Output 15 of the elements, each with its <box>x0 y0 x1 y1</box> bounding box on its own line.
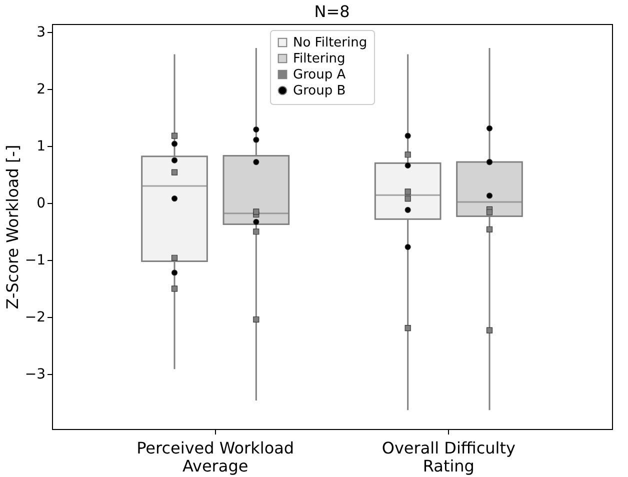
y-tick-label: −1 <box>24 252 46 269</box>
y-tick-label: 2 <box>36 82 46 98</box>
x-tick-label: Overall Difficulty Rating <box>382 438 516 476</box>
legend-label: Filtering <box>293 52 346 66</box>
y-tick-label: 0 <box>36 196 46 212</box>
y-axis-title: Z-Score Workload [-] <box>2 144 22 310</box>
y-tick-label: 1 <box>36 138 46 155</box>
x-tick-label: Perceived Workload Average <box>136 438 294 476</box>
y-tick-label: −2 <box>24 310 46 326</box>
chart-title: N=8 <box>314 2 350 21</box>
y-tick-label: 3 <box>36 24 46 40</box>
legend-label: No Filtering <box>293 36 368 50</box>
legend-label: Group B <box>293 84 346 98</box>
legend-label: Group A <box>293 68 346 82</box>
y-tick-label: −3 <box>24 366 46 383</box>
